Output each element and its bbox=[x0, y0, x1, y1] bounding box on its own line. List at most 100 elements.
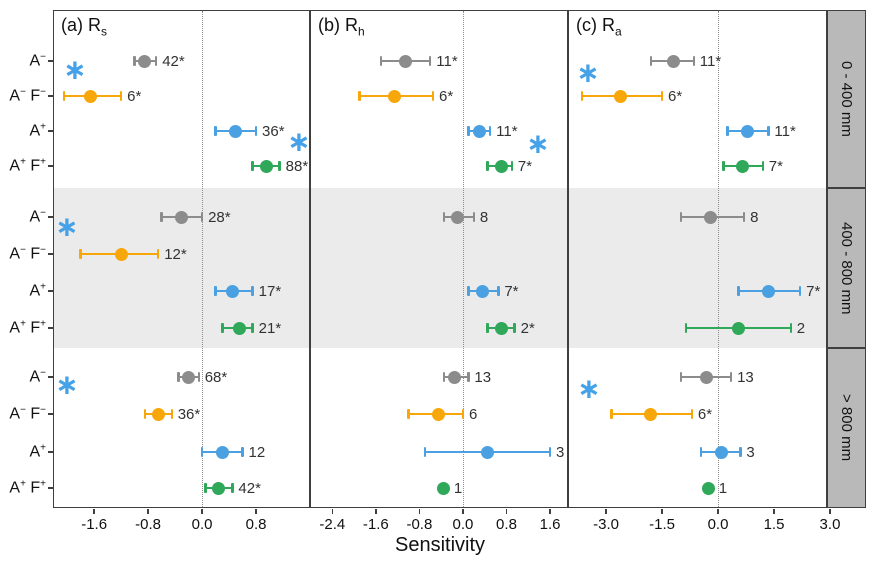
x-axis-tick-label: -1.5 bbox=[649, 516, 675, 533]
error-bar-cap-left bbox=[214, 126, 217, 136]
data-point bbox=[761, 284, 775, 298]
data-point bbox=[704, 210, 718, 224]
sample-count-label: 7* bbox=[768, 157, 783, 175]
x-axis-tick bbox=[201, 509, 203, 514]
panel-b-frame bbox=[310, 10, 568, 508]
error-bar-cap-right bbox=[472, 212, 476, 222]
error-bar-cap-right bbox=[488, 126, 492, 136]
significance-asterisk-a-group2-left: ∗ bbox=[55, 209, 79, 243]
data-point bbox=[399, 54, 413, 68]
error-bar-cap-right bbox=[119, 91, 123, 101]
error-bar-cap-right bbox=[660, 91, 664, 101]
category-sign-superscript: + bbox=[40, 442, 46, 454]
data-point bbox=[138, 54, 152, 68]
data-point bbox=[702, 481, 716, 495]
y-category-label: A+ bbox=[29, 442, 46, 461]
error-bar-cap-left bbox=[486, 323, 489, 333]
error-bar-cap-left bbox=[580, 91, 583, 101]
y-axis-tick bbox=[48, 327, 53, 329]
data-point bbox=[175, 210, 189, 224]
category-sign-superscript: + bbox=[40, 156, 46, 168]
panel-b-title: (b) Rh bbox=[318, 15, 365, 39]
error-bar-cap-left bbox=[737, 286, 740, 296]
sample-count-label: 7* bbox=[504, 282, 519, 300]
x-axis-tick-label: -3.0 bbox=[593, 516, 619, 533]
x-axis-tick bbox=[605, 509, 607, 514]
panel-title-subscript: a bbox=[615, 24, 622, 39]
significance-asterisk-a-group1-left: ∗ bbox=[63, 52, 87, 86]
error-bar-cap-right bbox=[461, 409, 465, 419]
x-axis-tick bbox=[549, 509, 551, 514]
error-bar-cap-right bbox=[798, 286, 802, 296]
y-axis-tick bbox=[48, 376, 53, 378]
data-point bbox=[114, 247, 128, 261]
sample-count-label: 88* bbox=[285, 157, 309, 175]
category-sign-superscript: − bbox=[40, 404, 46, 416]
x-axis-tick bbox=[375, 509, 377, 514]
error-bar-cap-left bbox=[722, 161, 725, 171]
panel-a-title: (a) Rs bbox=[61, 15, 107, 39]
sample-count-label: 11* bbox=[436, 52, 458, 70]
error-bar-cap-right bbox=[197, 372, 200, 382]
data-point bbox=[614, 89, 628, 103]
x-axis-tick-label: -0.8 bbox=[135, 516, 162, 533]
y-axis-tick bbox=[48, 95, 53, 97]
error-bar-cap-left bbox=[726, 126, 729, 136]
data-point bbox=[84, 89, 98, 103]
sample-count-label: 36* bbox=[262, 122, 285, 140]
sample-count-label: 21* bbox=[258, 319, 282, 337]
x-axis-tick-label: -0.8 bbox=[406, 516, 433, 533]
panel-c-zero-line bbox=[718, 11, 720, 507]
sample-count-label: 17* bbox=[258, 282, 282, 300]
data-point bbox=[494, 159, 508, 173]
x-axis-tick-label: -1.6 bbox=[81, 516, 108, 533]
y-category-label: A+ F+ bbox=[9, 156, 46, 175]
data-point bbox=[700, 370, 714, 384]
error-bar-cap-right bbox=[767, 126, 770, 136]
facet-strip: 0 - 400 mm bbox=[827, 10, 866, 188]
error-bar-cap-right bbox=[692, 56, 695, 66]
y-axis-tick bbox=[48, 253, 53, 255]
data-point bbox=[229, 124, 243, 138]
x-axis-tick bbox=[773, 509, 775, 514]
error-bar-cap-right bbox=[157, 249, 160, 259]
category-sign-superscript: + bbox=[40, 318, 46, 330]
y-category-label: A− bbox=[29, 207, 46, 226]
error-bar-cap-right bbox=[739, 447, 742, 457]
y-category-label: A− F− bbox=[9, 86, 46, 105]
y-category-label: A+ bbox=[29, 281, 46, 300]
error-bar-cap-left bbox=[143, 409, 146, 419]
error-bar-cap-right bbox=[170, 409, 173, 419]
sample-count-label: 1 bbox=[718, 479, 728, 497]
panel-b-zero-line bbox=[462, 11, 464, 507]
sample-count-label: 6* bbox=[668, 87, 683, 105]
error-bar-cap-right bbox=[690, 409, 694, 419]
sample-count-label: 6* bbox=[697, 405, 713, 423]
error-bar-cap-left bbox=[221, 323, 224, 333]
x-axis-tick bbox=[829, 509, 831, 514]
error-bar-cap-right bbox=[742, 212, 746, 222]
error-bar-cap-right bbox=[251, 286, 254, 296]
error-bar-cap-left bbox=[407, 409, 410, 419]
y-axis-tick bbox=[48, 165, 53, 167]
y-axis-tick bbox=[48, 487, 53, 489]
error-bar-cap-left bbox=[486, 161, 489, 171]
sample-count-label: 42* bbox=[162, 52, 185, 70]
data-point bbox=[475, 284, 489, 298]
error-bar-cap-right bbox=[789, 323, 792, 333]
error-bar-cap-left bbox=[380, 56, 383, 66]
sample-count-label: 11* bbox=[496, 122, 518, 140]
x-axis-tick bbox=[93, 509, 95, 514]
sample-count-label: 11* bbox=[774, 122, 796, 140]
sample-count-label: 12 bbox=[248, 443, 266, 461]
x-axis-tick-label: -2.4 bbox=[319, 516, 346, 533]
error-bar-cap-left bbox=[177, 372, 180, 382]
error-bar-cap-right bbox=[429, 56, 432, 66]
data-point bbox=[741, 124, 755, 138]
category-sign-superscript: + bbox=[20, 478, 26, 490]
y-axis-tick bbox=[48, 130, 53, 132]
data-point bbox=[644, 407, 658, 421]
error-bar-cap-left bbox=[467, 126, 470, 136]
panel-c-frame bbox=[568, 10, 827, 508]
error-bar-cap-right bbox=[200, 212, 204, 222]
